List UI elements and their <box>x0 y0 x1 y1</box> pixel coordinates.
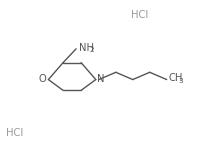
Text: HCl: HCl <box>6 128 23 138</box>
Text: 3: 3 <box>179 78 183 84</box>
Text: 2: 2 <box>89 47 94 53</box>
Text: CH: CH <box>169 73 183 83</box>
Text: O: O <box>38 74 46 84</box>
Text: NH: NH <box>79 43 94 53</box>
Text: HCl: HCl <box>131 10 149 20</box>
Text: N: N <box>97 74 105 84</box>
